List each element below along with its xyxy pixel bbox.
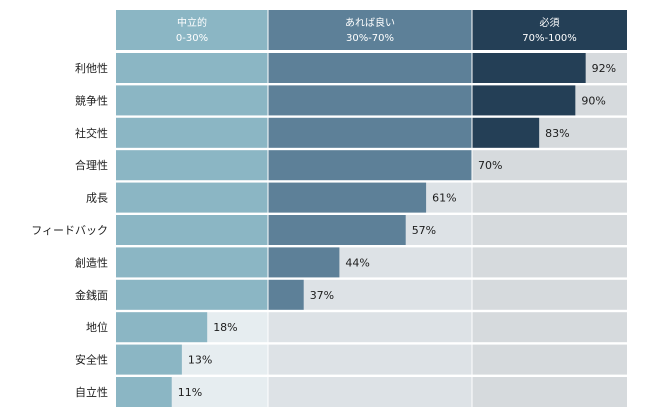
row-track — [472, 182, 627, 213]
zone-range-label-2: 30%-70% — [346, 33, 394, 44]
category-label: 成長 — [86, 192, 108, 205]
bar-segment — [268, 150, 472, 181]
bar-segment — [116, 53, 268, 83]
row-track — [472, 377, 627, 407]
category-label: フィードバック — [31, 224, 108, 237]
bar-segment — [268, 85, 472, 116]
category-label: 金銭面 — [75, 288, 108, 302]
row-track — [472, 312, 627, 343]
bar-segment — [116, 150, 268, 181]
bar-segment — [472, 53, 586, 83]
bar-segment — [116, 344, 182, 375]
value-label: 13% — [188, 354, 212, 367]
bar-segment — [116, 85, 268, 116]
zone-header-3 — [472, 10, 627, 50]
value-label: 57% — [412, 224, 436, 237]
zone-header-1 — [116, 10, 268, 50]
zone-title-3: 必須 — [540, 16, 560, 29]
value-label: 92% — [592, 62, 616, 75]
category-label: 合理性 — [75, 158, 108, 172]
value-label: 70% — [478, 159, 502, 172]
zone-range-label-1: 0-30% — [176, 33, 208, 44]
value-label: 37% — [310, 289, 334, 302]
row-track — [268, 344, 472, 375]
bar-segment — [268, 182, 427, 213]
bar-segment — [268, 117, 472, 148]
row-track — [472, 247, 627, 278]
zone-title-2: あれば良い — [345, 16, 395, 29]
category-label: 競争性 — [75, 93, 108, 107]
row-track — [268, 312, 472, 343]
bar-segment — [472, 85, 576, 116]
bar-segment — [268, 53, 472, 83]
value-label: 44% — [345, 256, 369, 269]
bar-segment — [116, 312, 208, 343]
value-label: 90% — [581, 94, 605, 107]
row-track — [472, 279, 627, 310]
zone-header-2 — [268, 10, 472, 50]
zone-range-label-3: 70%-100% — [522, 33, 576, 44]
zone-title-1: 中立的 — [177, 16, 207, 29]
bar-segment — [268, 247, 340, 278]
bar-segment — [472, 117, 540, 148]
category-label: 社交性 — [75, 126, 108, 140]
category-label: 利他性 — [75, 61, 108, 75]
row-track — [268, 377, 472, 407]
category-label: 地位 — [86, 320, 108, 334]
bar-segment — [116, 117, 268, 148]
bar-segment — [116, 215, 268, 245]
bar-segment — [116, 279, 268, 310]
bar-segment — [268, 215, 406, 245]
category-label: 安全性 — [75, 353, 108, 367]
bar-segment — [116, 247, 268, 278]
category-label: 創造性 — [75, 255, 108, 269]
value-label: 83% — [545, 127, 569, 140]
bar-segment — [116, 182, 268, 213]
row-track — [472, 344, 627, 375]
value-label: 11% — [178, 386, 202, 399]
bar-segment — [268, 279, 304, 310]
category-label: 自立性 — [75, 385, 108, 399]
value-label: 18% — [213, 321, 237, 334]
bar-segment — [116, 377, 172, 407]
row-track — [472, 215, 627, 245]
row-track — [472, 150, 627, 181]
value-label: 61% — [432, 192, 456, 205]
